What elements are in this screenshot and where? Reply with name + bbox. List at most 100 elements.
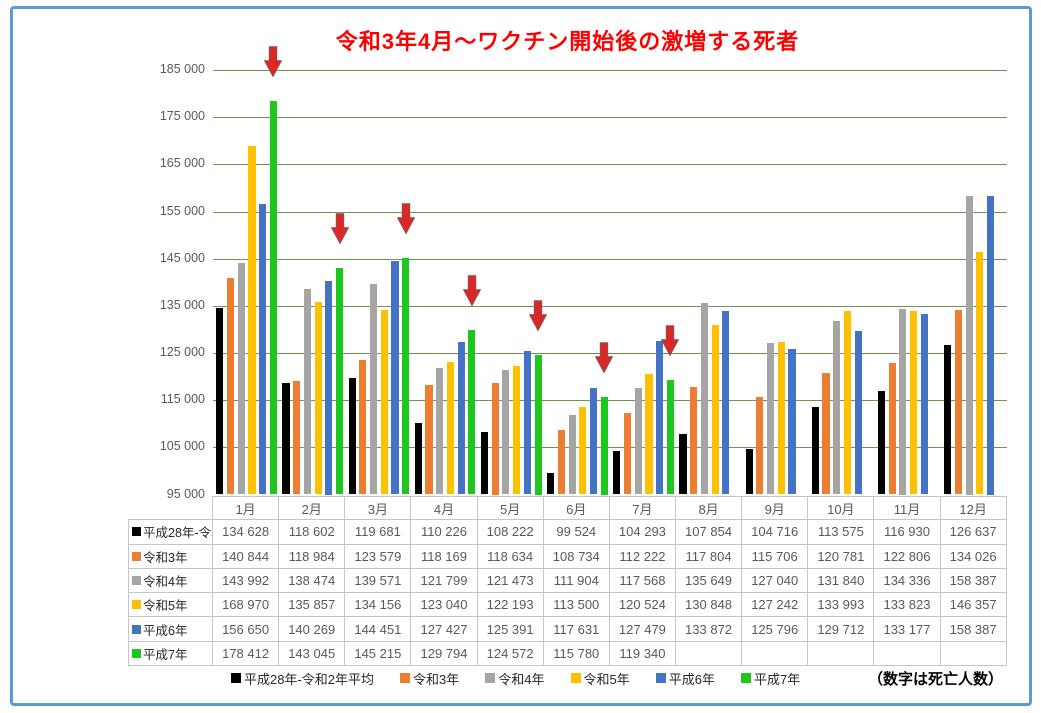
bar [700, 302, 708, 495]
gridline [213, 400, 1007, 402]
gridline [213, 164, 1007, 166]
bar [468, 330, 476, 495]
bar [348, 378, 356, 495]
surge-down-arrow-icon [595, 341, 614, 373]
value-cell: 118 169 [411, 544, 478, 569]
bar [534, 355, 542, 495]
legend-item-label: 平成28年-令和2年平均 [244, 671, 375, 687]
bar [910, 311, 918, 495]
value-cell: 118 984 [279, 544, 346, 569]
value-cell: 113 500 [543, 593, 610, 618]
value-cell: 112 222 [609, 544, 676, 569]
value-cell: 127 479 [609, 617, 676, 642]
value-cell: 127 242 [742, 593, 809, 618]
gridline [213, 70, 1007, 71]
series-label-cell: 平成28年-令和2年平均 [128, 520, 213, 545]
bar [623, 413, 632, 495]
legend: 平成28年-令和2年平均 令和3年 令和4年 令和5年 平成6年 平成7年 （数字は死亡人数… [213, 666, 1007, 690]
bar [457, 341, 465, 495]
bar [600, 396, 608, 495]
value-cell: 119 681 [345, 520, 412, 545]
y-axis-tick-label: 145 000 [159, 250, 205, 265]
bar [414, 422, 422, 495]
month-header-cell: 3月 [345, 496, 412, 521]
value-cell: 135 857 [279, 593, 346, 618]
gridline [213, 117, 1007, 119]
value-cell: 120 524 [609, 593, 676, 618]
bar [666, 379, 674, 495]
legend-item: 平成28年-令和2年平均 [231, 669, 374, 688]
bar [446, 362, 455, 495]
legend-item: 令和3年 [400, 669, 459, 688]
value-cell: 133 823 [874, 593, 941, 618]
legend-key-icon [132, 600, 141, 610]
value-cell: 127 040 [742, 568, 809, 594]
y-axis-tick-label: 185 000 [159, 62, 205, 76]
value-cell: 117 631 [543, 617, 610, 642]
bar [436, 368, 444, 495]
series-name: 令和4年 [143, 575, 188, 590]
value-cell: 144 451 [345, 617, 412, 642]
bar [523, 351, 531, 495]
bar [690, 386, 698, 495]
month-header-cell: 9月 [742, 496, 809, 521]
value-cell: 119 340 [609, 641, 676, 667]
bar [986, 195, 995, 495]
legend-key-icon [570, 673, 581, 683]
value-cell: 123 579 [345, 544, 412, 569]
bar [656, 341, 664, 495]
value-cell: 143 045 [279, 641, 346, 667]
series-name: 平成28年-令和2年平均 [143, 526, 212, 541]
bar [380, 309, 388, 495]
legend-key-icon [485, 673, 496, 683]
value-cell: 130 848 [675, 593, 743, 618]
value-cell: 139 571 [345, 568, 412, 594]
legend-item-label: 令和4年 [498, 671, 545, 687]
value-cell: 99 524 [543, 520, 610, 545]
bar [248, 145, 256, 495]
gridline [213, 258, 1007, 260]
bar [634, 388, 642, 495]
value-cell: 127 427 [411, 617, 478, 642]
month-header-cell: 2月 [279, 496, 346, 521]
bar [722, 311, 730, 495]
value-cell: 104 293 [609, 520, 676, 545]
bar [402, 257, 410, 495]
bar [899, 309, 907, 495]
bar [756, 396, 764, 495]
value-cell: 126 637 [940, 520, 1007, 545]
bar [359, 359, 367, 495]
bar [513, 366, 521, 495]
month-header-cell: 12月 [940, 496, 1007, 521]
value-cell: 156 650 [213, 617, 280, 642]
bar [613, 450, 621, 495]
value-cell [808, 641, 875, 667]
table-corner-spacer [128, 496, 213, 521]
value-cell: 108 222 [477, 520, 544, 545]
value-cell: 133 177 [874, 617, 941, 642]
value-cell: 129 712 [808, 617, 875, 642]
series-label-cell: 平成6年 [128, 617, 213, 642]
value-cell: 131 840 [808, 568, 875, 594]
value-cell: 118 634 [477, 544, 544, 569]
legend-item: 令和5年 [570, 669, 630, 688]
bar [645, 374, 653, 495]
bar [920, 314, 928, 495]
value-cell: 134 628 [213, 520, 280, 545]
value-cell: 117 568 [609, 568, 676, 594]
value-cell: 108 734 [543, 544, 610, 569]
bar [568, 414, 576, 495]
bar [888, 363, 896, 495]
legend-item-label: 令和3年 [413, 671, 460, 687]
y-axis-tick-label: 135 000 [159, 297, 205, 312]
month-header-cell: 7月 [609, 496, 676, 521]
bar [282, 383, 290, 495]
bar [745, 448, 753, 495]
deaths-count-note: （数字は死亡人数） [867, 670, 1003, 688]
y-axis-tick-label: 175 000 [159, 109, 205, 124]
value-cell: 122 806 [874, 544, 941, 569]
bar [822, 372, 830, 495]
value-cell: 117 804 [675, 544, 743, 569]
month-header-cell: 10月 [808, 496, 875, 521]
value-cell: 121 473 [477, 568, 544, 594]
